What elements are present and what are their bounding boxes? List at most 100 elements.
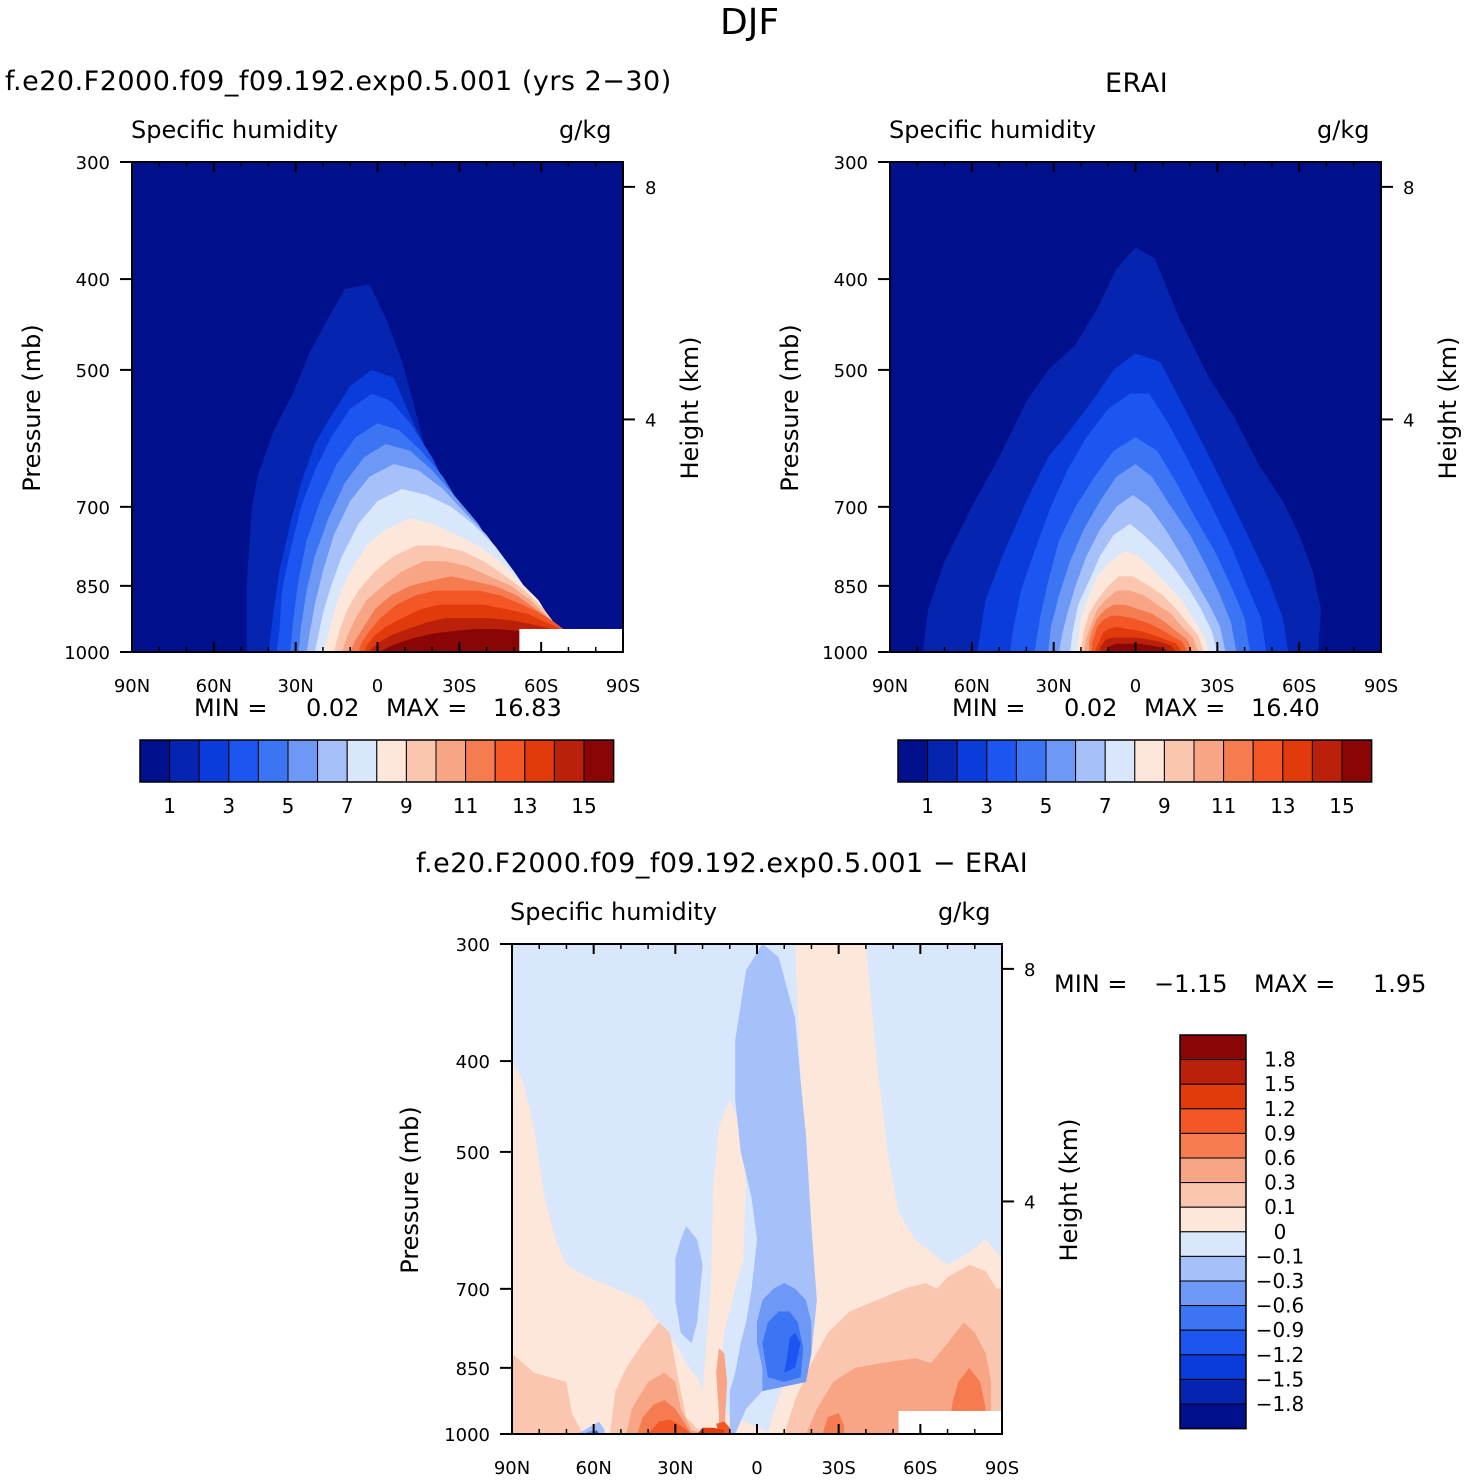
colorbar-tick-label: −0.3 — [1256, 1269, 1305, 1293]
x-tick-label: 0 — [1130, 676, 1141, 697]
colorbar-frame — [897, 739, 1373, 783]
panel-diff-plot: 90N 60N 30N 0 30S 60S 90S 300 400 500 700 850 1000 8 4 — [444, 935, 1035, 1479]
panel-diff-title: f.e20.F2000.f09_f09.192.exp0.5.001 − ERA… — [416, 848, 1029, 879]
diff-contour-p12 — [697, 1427, 725, 1434]
colorbar-tick-label: 11 — [1211, 794, 1236, 818]
colorbar-swatch — [1163, 739, 1195, 783]
colorbar-tick-label: 7 — [1099, 794, 1112, 818]
colorbar-swatch — [198, 739, 230, 783]
panel-diff-units-label: g/kg — [938, 898, 991, 926]
y-tick-label: 850 — [834, 577, 868, 598]
colorbar-swatch — [1282, 739, 1313, 783]
colorbar-swatch — [1179, 1206, 1247, 1233]
colorbar-swatch — [1193, 739, 1225, 783]
colorbar-swatch — [1104, 739, 1136, 783]
panel-obs-max-label: MAX = — [1144, 694, 1226, 722]
y-tick-label: 300 — [76, 153, 110, 174]
x-tick-label: 30N — [1035, 676, 1071, 697]
colorbar-swatch — [1179, 1305, 1247, 1331]
x-tick-label: 30S — [442, 676, 476, 697]
panel-model-variable-label: Specific humidity — [131, 116, 339, 144]
panel-diff-variable-label: Specific humidity — [510, 898, 718, 926]
colorbar-frame — [139, 739, 615, 783]
plot-frame — [131, 161, 624, 653]
panel-obs-colorbar: 1 3 5 7 9 11 13 15 — [897, 739, 1373, 818]
x-tick-label: 30S — [821, 1458, 855, 1479]
diff-contour-n12 — [784, 1332, 801, 1373]
colorbar-swatch — [257, 739, 289, 783]
diff-contour-p03 — [716, 1348, 728, 1434]
y2-tick-label: 8 — [1024, 960, 1035, 981]
y-tick-label: 300 — [834, 153, 868, 174]
x-tick-label: 0 — [751, 1458, 762, 1479]
colorbar-tick-label: −0.9 — [1256, 1318, 1305, 1342]
colorbar-tick-label: 1 — [921, 794, 934, 818]
x-tick-label: 90N — [494, 1458, 530, 1479]
y-tick-label: 1000 — [64, 643, 110, 664]
panel-model-plot: 90N 60N 30N 0 30S 60S 90S 300 400 500 700 850 1000 8 4 — [64, 153, 656, 697]
colorbar-swatch — [1045, 739, 1077, 783]
panel-obs-min-value: 0.02 — [1064, 694, 1118, 722]
colorbar-tick-label: 7 — [341, 794, 354, 818]
panel-model-min-label: MIN = — [194, 694, 268, 722]
colorbar-swatch — [1179, 1354, 1247, 1380]
colorbar-tick-label: 0.9 — [1264, 1121, 1296, 1145]
colorbar-tick-label: −1.5 — [1256, 1367, 1305, 1391]
panel-model-max-label: MAX = — [386, 694, 468, 722]
colorbar-swatch — [1075, 739, 1106, 783]
x-tick-label: 30S — [1200, 676, 1234, 697]
colorbar-swatch — [1179, 1329, 1247, 1356]
y-tick-label: 850 — [76, 577, 110, 598]
colorbar-tick-label: −0.6 — [1256, 1294, 1305, 1318]
y2-tick-label: 4 — [1403, 410, 1414, 431]
colorbar-tick-label: 0 — [1274, 1220, 1287, 1244]
x-tick-label: 30N — [277, 676, 313, 697]
x-tick-label: 60N — [196, 676, 232, 697]
panel-diff-max-value: 1.95 — [1373, 970, 1427, 998]
x-tick-label: 60N — [575, 1458, 611, 1479]
diff-contour-n03 — [577, 1421, 605, 1434]
colorbar-swatch — [1311, 739, 1343, 783]
panel-obs-units-label: g/kg — [1317, 116, 1370, 144]
y-tick-label: 300 — [456, 935, 490, 956]
colorbar-swatch — [927, 739, 958, 783]
colorbar-tick-label: 13 — [1270, 794, 1295, 818]
y-tick-label: 400 — [76, 270, 110, 291]
y-tick-label: 400 — [456, 1052, 490, 1073]
panel-obs-variable-label: Specific humidity — [889, 116, 1097, 144]
y-tick-label: 700 — [834, 498, 868, 519]
y-tick-label: 700 — [76, 498, 110, 519]
colorbar-tick-label: 0.6 — [1264, 1146, 1296, 1170]
panel-diff-colorbar: 1.81.51.20.90.60.30.10−0.1−0.3−0.6−0.9−1… — [1179, 1034, 1305, 1430]
x-tick-label: 60S — [524, 676, 558, 697]
panel-obs-title: ERAI — [1105, 68, 1169, 99]
y-tick-label: 400 — [834, 270, 868, 291]
y-tick-label: 1000 — [444, 1425, 490, 1446]
diff-contour-p03 — [806, 1322, 992, 1434]
y-tick-label: 1000 — [822, 643, 868, 664]
diff-contour-p01 — [512, 1353, 583, 1434]
colorbar-swatch — [465, 739, 496, 783]
colorbar-swatch — [405, 739, 437, 783]
plot-frame — [889, 161, 1382, 653]
colorbar-swatch — [583, 739, 615, 783]
x-tick-label: 90S — [606, 676, 640, 697]
colorbar-swatch — [1179, 1403, 1247, 1430]
figure-title: DJF — [720, 2, 780, 43]
colorbar-swatch — [897, 739, 929, 783]
panel-model-colorbar: 1 3 5 7 9 11 13 15 — [139, 739, 615, 818]
colorbar-swatch — [139, 739, 171, 783]
panel-diff-max-label: MAX = — [1254, 970, 1336, 998]
plot-frame — [511, 943, 1003, 1435]
y-tick-label: 700 — [456, 1280, 490, 1301]
colorbar-tick-label: 11 — [453, 794, 478, 818]
x-tick-label: 60N — [954, 676, 990, 697]
colorbar-swatch — [169, 739, 200, 783]
colorbar-swatch — [1179, 1231, 1247, 1257]
colorbar-swatch — [228, 739, 259, 783]
colorbar-swatch — [1179, 1059, 1247, 1085]
colorbar-tick-label: 3 — [980, 794, 993, 818]
y2-tick-label: 4 — [645, 410, 656, 431]
colorbar-swatch — [1179, 1280, 1247, 1307]
diff-contour-p0 — [512, 1061, 779, 1434]
